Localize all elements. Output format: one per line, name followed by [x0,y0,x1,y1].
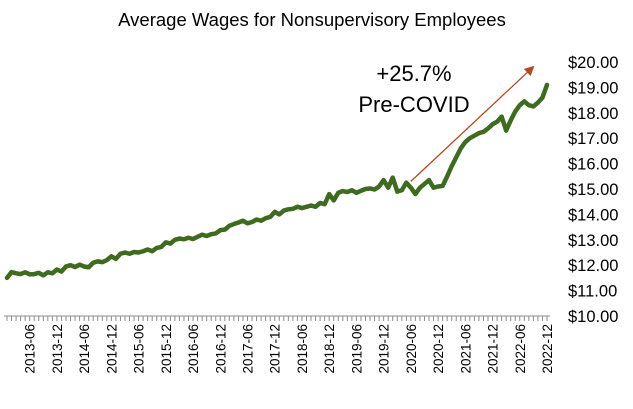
chart-title: Average Wages for Nonsupervisory Employe… [118,9,506,30]
x-tick-label: 2022-12 [540,324,555,374]
y-tick-label: $19.00 [568,79,618,97]
series-layer [4,82,550,281]
y-tick-label: $16.00 [568,156,618,174]
trend-arrow [410,65,535,182]
x-tick-label: 2018-06 [295,324,310,374]
x-tick-label: 2016-06 [186,324,201,374]
x-axis: 2013-06 2013-12 2014-06 2014-12 2015-06 2015-… [4,315,555,374]
y-tick-label: $17.00 [568,130,618,148]
annotation-layer: +25.7% Pre-COVID [358,61,535,182]
y-tick-label: $11.00 [568,283,617,301]
x-tick-label: 2013-06 [23,324,38,374]
x-tick-label: 2016-12 [213,324,228,374]
x-tick-label: 2018-12 [322,324,337,374]
x-tick-label: 2022-06 [513,324,528,374]
x-tick-label: 2014-12 [104,324,119,374]
x-tick-label: 2020-12 [431,324,446,374]
y-tick-label: $18.00 [568,105,618,123]
x-tick-label: 2020-06 [404,324,419,374]
annotation-text: +25.7% [376,61,451,86]
y-axis: $10.00 $11.00 $12.00 $13.00 $14.00 $15.00 $16.… [568,54,618,326]
x-tick-label: 2013-12 [50,324,65,374]
x-tick-label: 2021-12 [486,324,501,374]
y-tick-label: $20.00 [568,54,618,72]
y-tick-label: $12.00 [568,257,618,275]
x-tick-label: 2015-06 [132,324,147,374]
x-tick-label: 2017-06 [241,324,256,374]
annotation-text: Pre-COVID [358,92,469,117]
y-tick-label: $10.00 [568,308,618,326]
x-tick-label: 2015-12 [159,324,174,374]
x-tick-label: 2017-12 [268,324,283,374]
y-tick-label: $14.00 [568,206,618,224]
x-tick-label: 2021-06 [458,324,473,374]
x-tick-label: 2014-06 [77,324,92,374]
wage-series-line [4,82,550,281]
y-tick-label: $15.00 [568,181,618,199]
y-tick-label: $13.00 [568,232,618,250]
x-tick-label: 2019-12 [377,324,392,374]
x-tick-label: 2019-06 [349,324,364,374]
